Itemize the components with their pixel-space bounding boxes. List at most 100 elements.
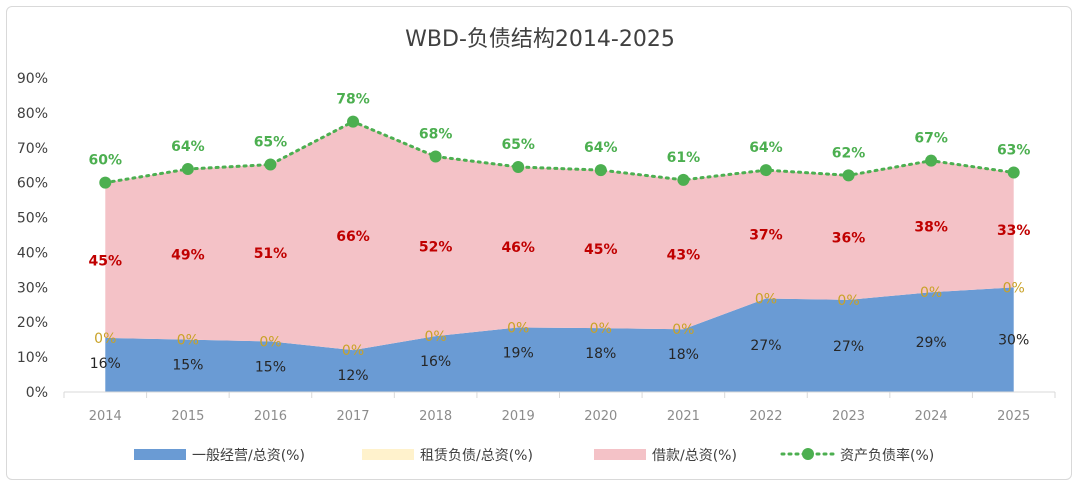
loan-label-2015: 49% <box>171 247 205 263</box>
loan-label-2024: 38% <box>914 219 948 235</box>
ratio-point-2018 <box>429 150 442 163</box>
loan-label-2016: 51% <box>254 246 288 262</box>
ratio-label-2015: 64% <box>171 139 205 155</box>
y-tick-label-5: 50% <box>17 211 48 227</box>
ratio-label-2022: 64% <box>749 140 783 156</box>
loan-label-2018: 52% <box>419 239 453 255</box>
ratio-point-2020 <box>594 164 607 177</box>
operating-label-2015: 15% <box>172 358 203 374</box>
y-tick-label-7: 70% <box>17 141 48 157</box>
legend: 一般经营/总资(%) 租赁负债/总资(%) 借款/总资(%) 资产负债率(%) <box>134 447 934 464</box>
loan-label-2025: 33% <box>997 223 1031 239</box>
ratio-point-2023 <box>842 169 855 182</box>
lease-label-2015: 0% <box>177 333 199 349</box>
x-tick-label-2025: 2025 <box>997 409 1030 424</box>
lease-label-2019: 0% <box>507 320 529 336</box>
ratio-point-2014 <box>99 176 112 189</box>
x-tick-label-2021: 2021 <box>667 409 700 424</box>
ratio-point-2022 <box>759 164 772 177</box>
legend-swatch-loan <box>594 449 646 460</box>
y-axis: 0% 10% 20% 30% 40% 50% 60% 70% 80% 90% <box>17 71 48 401</box>
ratio-line-path <box>103 119 1016 185</box>
ratio-point-2021 <box>677 173 690 186</box>
y-tick-label-6: 60% <box>17 176 48 192</box>
ratio-label-2023: 62% <box>832 145 866 161</box>
loan-label-2021: 43% <box>667 248 701 264</box>
ratio-point-2015 <box>181 163 194 176</box>
ratio-point-2017 <box>347 115 360 128</box>
y-tick-label-0: 0% <box>26 385 48 401</box>
area-series <box>105 121 1014 392</box>
lease-label-2023: 0% <box>837 293 859 309</box>
lease-label-2018: 0% <box>425 329 447 345</box>
x-tick-label-2019: 2019 <box>502 409 535 424</box>
loan-label-2017: 66% <box>336 229 370 245</box>
lease-label-2025: 0% <box>1003 280 1025 296</box>
legend-swatch-ratio-marker <box>802 448 814 460</box>
lease-label-2016: 0% <box>259 334 281 350</box>
lease-label-2014: 0% <box>94 331 116 347</box>
y-tick-label-8: 80% <box>17 106 48 122</box>
data-labels: 60% 64% 65% 78% 68% 65% 64% 61% 64% 62% 67% 63% 45% 4… <box>89 92 1031 385</box>
x-tick-label-2024: 2024 <box>915 409 948 424</box>
ratio-point-2016 <box>264 158 277 171</box>
x-tick-label-2015: 2015 <box>171 409 204 424</box>
debt-ratio-line <box>99 115 1020 189</box>
operating-label-2020: 18% <box>585 346 616 362</box>
operating-label-2014: 16% <box>90 356 121 372</box>
y-tick-label-2: 20% <box>17 315 48 331</box>
loan-label-2022: 37% <box>749 227 783 243</box>
ratio-label-2014: 60% <box>89 153 123 169</box>
operating-label-2022: 27% <box>750 338 781 354</box>
chart-title: WBD-负债结构2014-2025 <box>405 27 675 52</box>
ratio-label-2024: 67% <box>914 131 948 147</box>
loan-label-2023: 36% <box>832 231 866 247</box>
ratio-label-2018: 68% <box>419 127 453 143</box>
operating-label-2017: 12% <box>337 368 368 384</box>
legend-swatch-operating <box>134 449 186 460</box>
lease-label-2020: 0% <box>590 321 612 337</box>
y-tick-label-4: 40% <box>17 245 48 261</box>
operating-label-2024: 29% <box>916 335 947 351</box>
ratio-label-2025: 63% <box>997 143 1031 159</box>
x-tick-label-2016: 2016 <box>254 409 287 424</box>
loan-label-2020: 45% <box>584 242 618 258</box>
x-tick-label-2018: 2018 <box>419 409 452 424</box>
area-operating <box>105 287 1014 392</box>
ratio-label-2019: 65% <box>501 137 535 153</box>
ratio-label-2021: 61% <box>667 150 701 166</box>
x-tick-label-2020: 2020 <box>584 409 617 424</box>
ratio-point-2019 <box>512 160 525 173</box>
y-tick-label-1: 10% <box>17 350 48 366</box>
x-tick-label-2017: 2017 <box>336 409 369 424</box>
operating-label-2021: 18% <box>668 347 699 363</box>
operating-label-2016: 15% <box>255 359 286 375</box>
legend-swatch-lease <box>362 449 414 460</box>
y-tick-label-3: 30% <box>17 280 48 296</box>
lease-label-2017: 0% <box>342 343 364 359</box>
x-axis: 2014 2015 2016 2017 2018 2019 2020 2021 2022 2023… <box>63 391 1056 424</box>
ratio-label-2016: 65% <box>254 135 288 151</box>
operating-label-2018: 16% <box>420 354 451 370</box>
legend-label-ratio: 资产负债率(%) <box>840 447 934 464</box>
loan-label-2019: 46% <box>501 240 535 256</box>
area-loan <box>105 121 1014 351</box>
ratio-point-2024 <box>925 154 938 167</box>
lease-label-2022: 0% <box>755 291 777 307</box>
ratio-point-2025 <box>1007 166 1020 179</box>
x-tick-label-2023: 2023 <box>832 409 865 424</box>
lease-label-2024: 0% <box>920 285 942 301</box>
ratio-label-2020: 64% <box>584 140 618 156</box>
operating-label-2019: 19% <box>503 345 534 361</box>
loan-label-2014: 45% <box>89 253 123 269</box>
operating-label-2025: 30% <box>998 333 1029 349</box>
y-tick-label-9: 90% <box>17 71 48 87</box>
ratio-label-2017: 78% <box>336 92 370 108</box>
legend-label-loan: 借款/总资(%) <box>652 448 737 464</box>
legend-label-lease: 租赁负债/总资(%) <box>420 448 533 464</box>
legend-label-operating: 一般经营/总资(%) <box>192 448 305 464</box>
x-tick-label-2014: 2014 <box>89 409 122 424</box>
lease-label-2021: 0% <box>672 322 694 338</box>
operating-label-2023: 27% <box>833 339 864 355</box>
